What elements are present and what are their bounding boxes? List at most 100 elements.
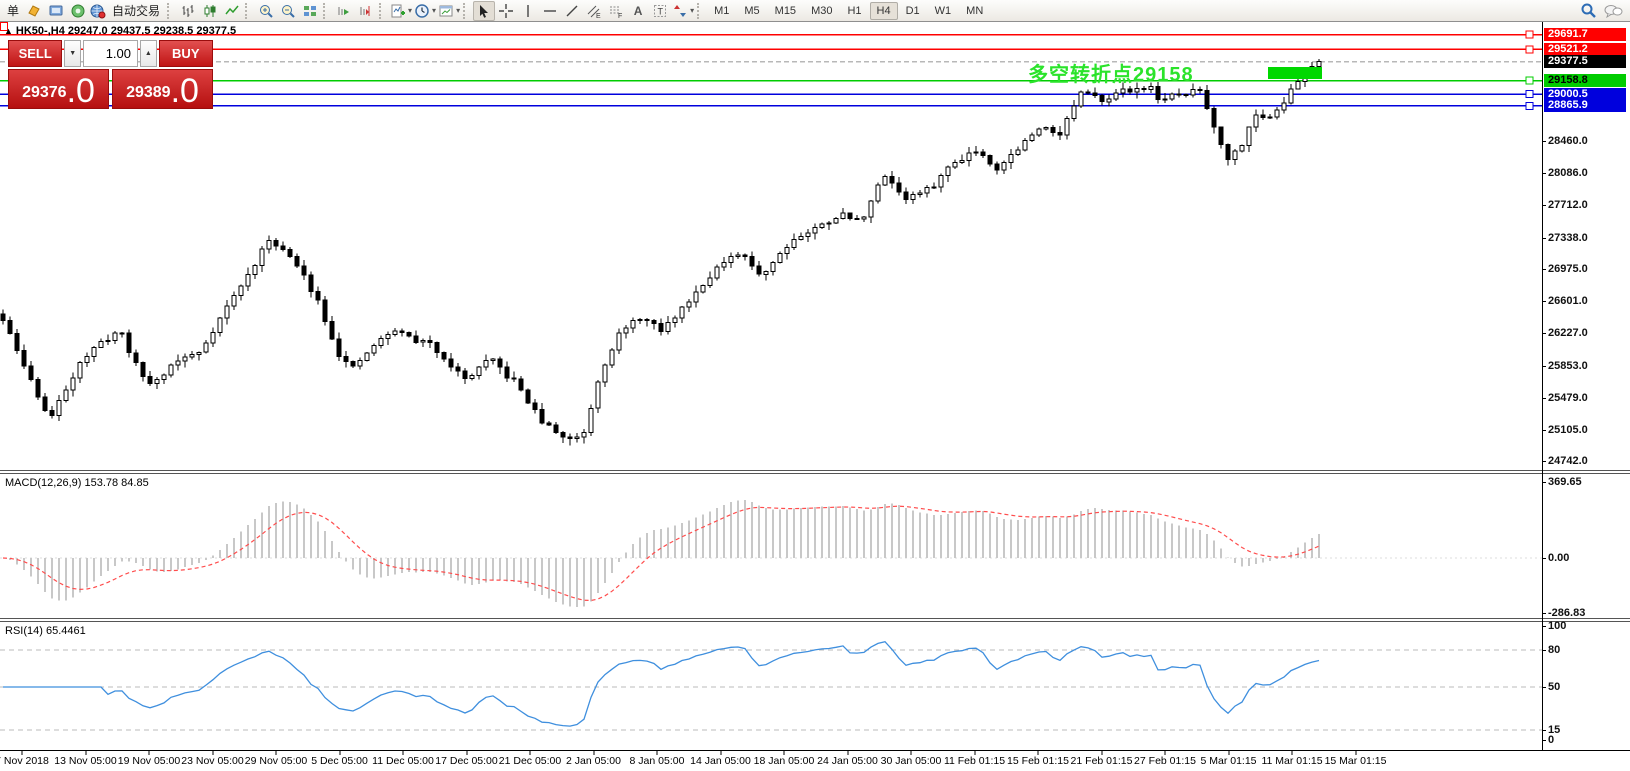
horizontal-line-tool-button[interactable] xyxy=(539,1,561,21)
chart-corner-marker xyxy=(0,22,8,31)
volume-down-button[interactable]: ▼ xyxy=(64,40,81,67)
time-tick-label: 21 Dec 05:00 xyxy=(498,755,562,767)
buy-price-frac: .0 xyxy=(170,71,199,110)
equidistant-channel-button[interactable]: E xyxy=(583,1,605,21)
price-tick-label: 26601.0 xyxy=(1542,295,1588,308)
toolbar-right xyxy=(1580,2,1627,19)
autotrading-globe-icon xyxy=(90,4,106,18)
vertical-line-tool-button[interactable] xyxy=(517,1,539,21)
navigator-icon xyxy=(71,4,85,17)
bar-chart-button[interactable] xyxy=(177,1,199,21)
line-handle[interactable] xyxy=(1525,45,1534,54)
add-indicator-icon xyxy=(391,4,406,17)
price-tick-label: 26975.0 xyxy=(1542,262,1588,275)
text-tool-button[interactable]: A xyxy=(627,1,649,21)
clock-icon xyxy=(415,3,429,18)
autotrading-button[interactable]: 自动交易 xyxy=(89,1,165,21)
buy-button[interactable]: BUY xyxy=(158,40,213,67)
chart-area: ▲ HK50-,H4 29247.0 29437.5 29238.5 29377.… xyxy=(0,22,1630,771)
templates-button[interactable]: ▾ xyxy=(437,1,461,21)
chevron-down-icon: ▾ xyxy=(432,5,437,15)
one-click-trading-panel: SELL ▼ ▲ BUY 29376.0 29389.0 xyxy=(8,40,213,109)
line-chart-button[interactable] xyxy=(221,1,243,21)
time-tick-label: 5 Dec 05:00 xyxy=(311,755,368,767)
rsi-indicator-label: RSI(14) 65.4461 xyxy=(5,625,86,637)
chat-icon[interactable] xyxy=(1603,3,1623,19)
sell-price[interactable]: 29376.0 xyxy=(8,69,109,109)
auto-scroll-button[interactable] xyxy=(333,1,355,21)
navigator-button[interactable] xyxy=(67,1,89,21)
line-handle[interactable] xyxy=(1525,30,1534,39)
fibonacci-tool-button[interactable]: F xyxy=(605,1,627,21)
time-tick-label: 27 Feb 01:15 xyxy=(1134,755,1196,767)
timeframe-m30-button[interactable]: M30 xyxy=(804,2,839,20)
trendline-icon xyxy=(566,5,578,16)
sell-price-frac: .0 xyxy=(66,71,95,110)
buy-price-int: 29389 xyxy=(126,84,171,101)
sell-button[interactable]: SELL xyxy=(8,40,63,67)
order-menu[interactable]: 单 xyxy=(7,4,20,18)
volume-input[interactable] xyxy=(83,40,138,67)
zoom-in-button[interactable] xyxy=(255,1,277,21)
time-tick-label: 13 Nov 05:00 xyxy=(54,755,117,767)
time-axis[interactable]: 7 Nov 2018 13 Nov 05:00 19 Nov 05:00 23 Nov… xyxy=(0,750,1630,771)
timeframe-m15-button[interactable]: M15 xyxy=(768,2,803,20)
annotation-text[interactable]: 多空转折点29158 xyxy=(1028,64,1194,86)
arrows-icon xyxy=(674,4,687,17)
green-rectangle-object[interactable] xyxy=(1268,67,1322,79)
toolbar-separator xyxy=(245,2,251,19)
timeframe-w1-button[interactable]: W1 xyxy=(928,2,959,20)
shapes-button[interactable]: ▾ xyxy=(671,1,695,21)
crosshair-tool-button[interactable] xyxy=(495,1,517,21)
text-label-tool-button[interactable]: T xyxy=(649,1,671,21)
time-tick-label: 24 Jan 05:00 xyxy=(817,755,878,767)
cursor-tool-button[interactable] xyxy=(473,0,496,21)
price-tick-label: 25105.0 xyxy=(1542,424,1588,436)
time-tick-label: 8 Jan 05:00 xyxy=(629,755,685,767)
price-level-label: 28865.9 xyxy=(1544,99,1626,113)
zoom-out-icon xyxy=(282,4,295,18)
zoom-out-button[interactable] xyxy=(277,1,299,21)
toolbar-separator xyxy=(167,2,173,19)
zoom-in-icon xyxy=(260,4,273,18)
line-handle[interactable] xyxy=(1525,90,1534,99)
trendline-tool-button[interactable] xyxy=(561,1,583,21)
svg-text:F: F xyxy=(618,13,622,19)
toolbar-separator xyxy=(463,2,469,19)
time-tick-label: 2 Jan 05:00 xyxy=(566,755,621,767)
timeframe-mn-button[interactable]: MN xyxy=(959,2,990,20)
auto-scroll-icon xyxy=(338,6,350,15)
timeframe-group: M1 M5 M15 M30 H1 H4 D1 W1 MN xyxy=(707,1,990,20)
time-tick-label: 5 Mar 01:15 xyxy=(1200,755,1257,767)
price-level-label: 29000.5 xyxy=(1544,87,1626,101)
sell-price-int: 29376 xyxy=(22,84,67,101)
timeframe-h1-button[interactable]: H1 xyxy=(840,2,868,20)
rsi-tick-label: 15 xyxy=(1541,724,1561,736)
timeframe-m5-button[interactable]: M5 xyxy=(737,2,766,20)
timeframe-m1-button[interactable]: M1 xyxy=(707,2,736,20)
tile-windows-button[interactable] xyxy=(299,1,321,21)
buy-price[interactable]: 29389.0 xyxy=(112,69,213,109)
timeframe-d1-button[interactable]: D1 xyxy=(899,2,927,20)
chart-shift-button[interactable] xyxy=(355,1,377,21)
timeframe-h4-button[interactable]: H4 xyxy=(869,1,898,20)
price-level-label: 29158.8 xyxy=(1544,74,1626,88)
periods-button[interactable]: ▾ xyxy=(413,1,437,21)
price-tick-label: 25853.0 xyxy=(1542,359,1588,372)
rsi-tick-label: 50 xyxy=(1541,681,1561,693)
title-marker-icon: ▲ xyxy=(4,26,13,36)
add-indicator-button[interactable]: ▾ xyxy=(389,1,413,21)
fibonacci-icon: F xyxy=(610,6,622,19)
new-order-button[interactable] xyxy=(23,1,45,21)
price-level-label: 29691.7 xyxy=(1544,28,1626,42)
market-watch-button[interactable] xyxy=(45,1,67,21)
chart-title: ▲ HK50-,H4 29247.0 29437.5 29238.5 29377.… xyxy=(4,25,236,37)
candlestick-chart-button[interactable] xyxy=(199,1,221,21)
search-icon[interactable] xyxy=(1580,2,1597,19)
volume-up-button[interactable]: ▲ xyxy=(140,40,157,67)
plot-canvas[interactable] xyxy=(0,22,1630,771)
line-handle[interactable] xyxy=(1525,101,1534,110)
price-tick-label: 26227.0 xyxy=(1542,327,1588,340)
line-handle[interactable] xyxy=(1525,76,1534,85)
autotrading-label: 自动交易 xyxy=(112,4,161,18)
